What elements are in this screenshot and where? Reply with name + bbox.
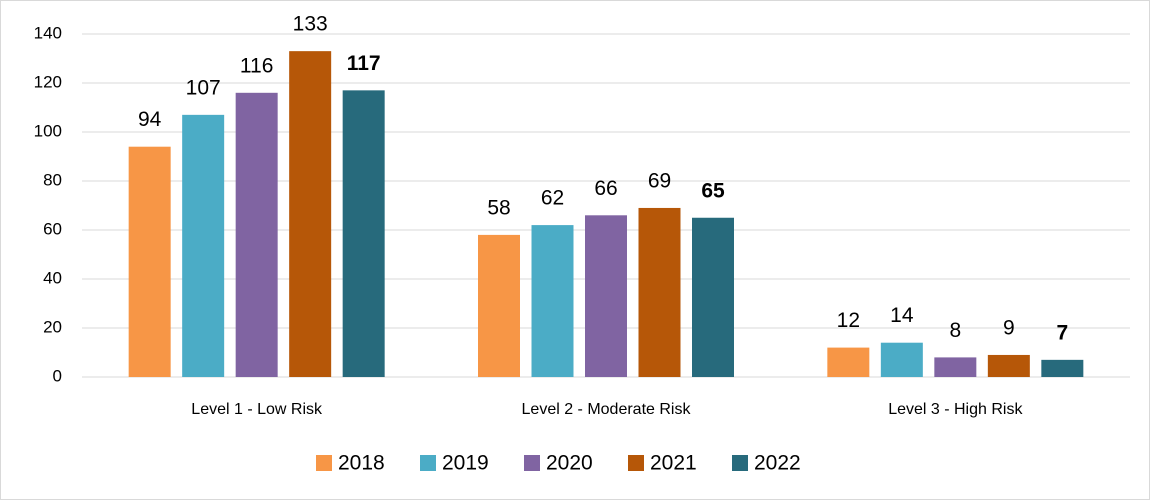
bar	[182, 114, 225, 377]
legend-label: 2018	[338, 452, 385, 475]
y-tick-label: 100	[34, 121, 62, 140]
legend-swatch	[628, 455, 644, 471]
legend-label: 2021	[650, 452, 697, 475]
data-label: 117	[347, 52, 381, 75]
legend-swatch	[732, 455, 748, 471]
bar	[692, 217, 734, 377]
bar	[235, 92, 278, 378]
legend-swatch	[524, 455, 540, 471]
data-label: 58	[487, 196, 510, 219]
x-tick-label: Level 1 - Low Risk	[191, 401, 323, 418]
legend-swatch	[316, 455, 332, 471]
bar	[585, 215, 627, 377]
y-tick-label: 60	[43, 219, 62, 238]
bar	[934, 357, 977, 377]
data-label: 69	[648, 169, 671, 192]
data-label: 66	[594, 177, 617, 200]
bar	[531, 225, 574, 377]
bar	[478, 234, 520, 377]
legend-label: 2019	[442, 452, 489, 475]
data-label: 12	[837, 309, 860, 332]
bar	[1041, 359, 1084, 377]
data-label: 62	[541, 187, 564, 210]
data-label: 116	[240, 54, 273, 77]
bar	[128, 146, 171, 377]
legend-swatch	[420, 455, 436, 471]
legend-label: 2020	[546, 452, 593, 475]
y-tick-label: 20	[43, 317, 62, 336]
bar	[289, 51, 332, 378]
y-tick-label: 80	[43, 170, 62, 189]
bar	[987, 354, 1030, 377]
y-tick-label: 0	[53, 366, 62, 385]
bar	[342, 90, 385, 377]
bar	[827, 347, 870, 377]
x-tick-label: Level 3 - High Risk	[888, 401, 1023, 418]
data-label: 9	[1003, 316, 1015, 339]
y-tick-label: 40	[43, 268, 62, 287]
x-tick-label: Level 2 - Moderate Risk	[522, 401, 692, 418]
data-label: 14	[890, 304, 914, 327]
bar	[638, 207, 681, 377]
data-label: 133	[293, 13, 328, 36]
data-label: 8	[949, 319, 961, 342]
data-label: 65	[701, 179, 725, 202]
legend-label: 2022	[754, 452, 801, 475]
bar	[880, 342, 923, 377]
data-label: 7	[1056, 321, 1068, 344]
y-tick-label: 140	[34, 23, 62, 42]
y-tick-label: 120	[34, 72, 62, 91]
data-label: 107	[186, 76, 221, 99]
data-label: 94	[138, 108, 162, 131]
